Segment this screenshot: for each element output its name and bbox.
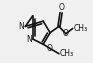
Text: CH₃: CH₃ (73, 24, 87, 33)
Text: N: N (19, 22, 24, 31)
Text: O: O (47, 44, 53, 53)
Text: N: N (26, 35, 32, 44)
Text: O: O (58, 3, 64, 12)
Text: CH₃: CH₃ (60, 49, 74, 58)
Text: O: O (63, 29, 69, 38)
